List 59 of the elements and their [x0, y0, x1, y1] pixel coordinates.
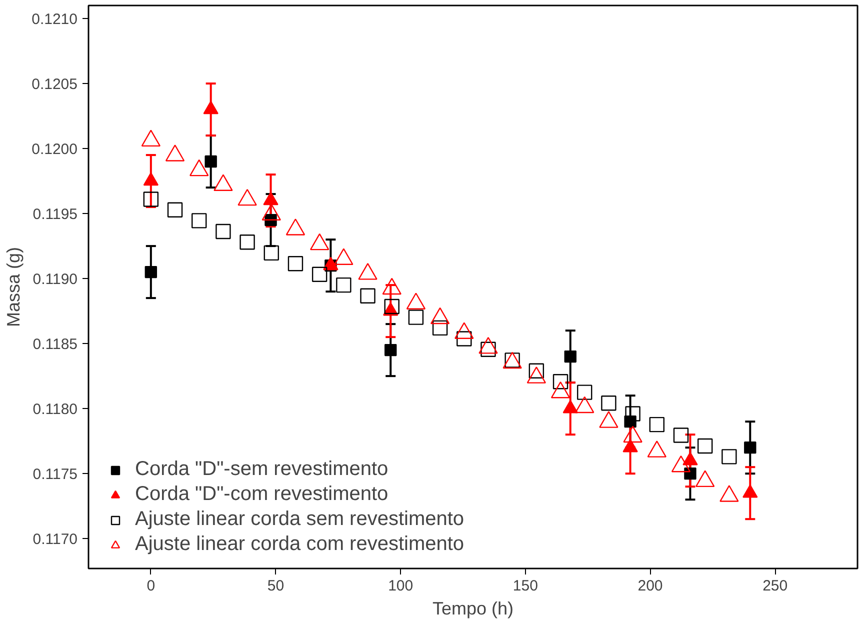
point	[432, 320, 448, 336]
point	[649, 416, 664, 432]
x-tick-label: 250	[762, 578, 788, 594]
x-tick-label: 100	[388, 578, 414, 594]
x-tick-label: 200	[638, 578, 663, 594]
y-tick-label: 0.1170	[32, 531, 78, 548]
legend-label: Ajuste linear corda com revestimento	[135, 533, 464, 556]
point	[601, 396, 616, 411]
y-tick-label: 0.1210	[32, 11, 78, 28]
x-tick-label: 150	[512, 578, 538, 594]
point	[456, 331, 472, 346]
point	[264, 214, 277, 226]
point	[143, 172, 159, 186]
y-tick-label: 0.1175	[32, 466, 78, 484]
legend-label: Ajuste linear corda sem revestimento	[135, 508, 464, 531]
x-axis-title: Tempo (h)	[432, 598, 514, 618]
point	[312, 266, 328, 282]
y-tick-label: 0.1200	[32, 141, 78, 158]
point	[722, 449, 737, 464]
point	[288, 256, 304, 272]
y-tick-label: 0.1185	[32, 336, 78, 354]
point	[697, 438, 713, 454]
y-tick-label: 0.1195	[32, 206, 78, 224]
y-tick-label: 0.1205	[32, 76, 78, 94]
point	[143, 192, 159, 207]
point	[673, 428, 689, 443]
point	[384, 298, 400, 314]
legend-label: Corda "D"-com revestimento	[135, 483, 388, 506]
point	[141, 130, 161, 147]
point	[262, 204, 281, 221]
point	[564, 350, 576, 363]
legend-label: Corda "D"-sem revestimento	[135, 458, 388, 481]
point	[238, 188, 257, 206]
point	[577, 384, 592, 400]
point	[190, 159, 209, 176]
point	[263, 192, 278, 206]
x-tick-label: 50	[267, 578, 284, 594]
y-axis-title: Massa (g)	[4, 246, 24, 328]
y-tick-label: 0.1190	[32, 271, 78, 288]
point	[240, 234, 255, 250]
point	[323, 256, 338, 270]
point	[165, 144, 185, 162]
point	[744, 441, 756, 454]
point	[192, 213, 207, 228]
point	[684, 467, 696, 480]
point	[144, 266, 158, 278]
point	[264, 245, 279, 261]
point	[552, 374, 568, 390]
point	[286, 218, 306, 236]
point	[214, 174, 233, 191]
point	[216, 224, 231, 240]
point	[360, 288, 376, 304]
point	[384, 344, 397, 356]
x-tick-label: 0	[146, 578, 156, 594]
point	[203, 100, 218, 114]
point	[408, 310, 424, 325]
y-tick-label: 0.1180	[32, 401, 78, 418]
point	[167, 202, 183, 218]
point	[336, 277, 352, 293]
